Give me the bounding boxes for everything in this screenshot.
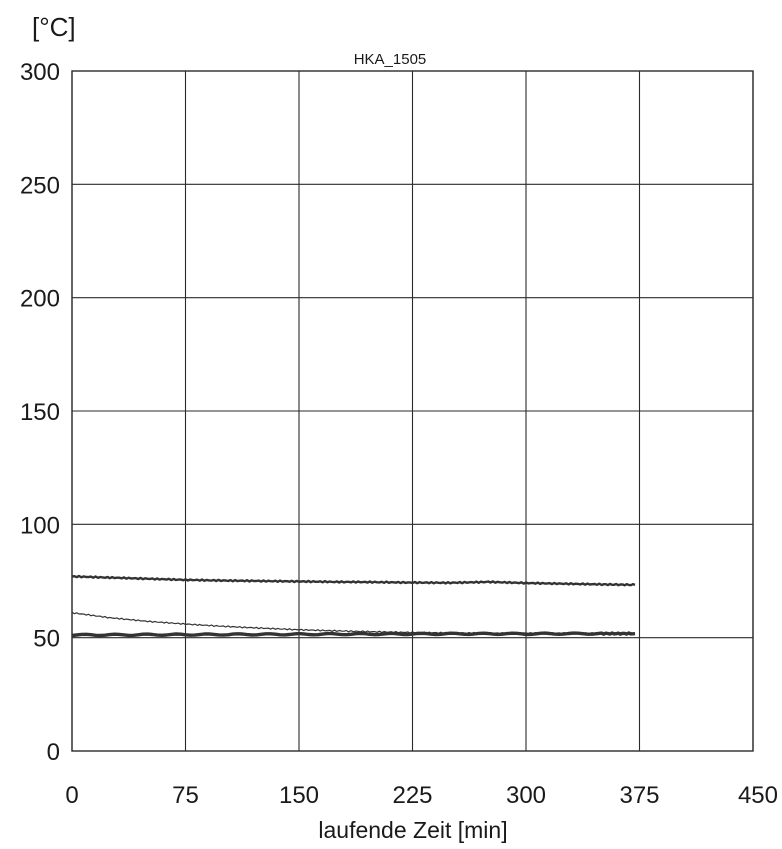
y-tick-label: 0 — [47, 739, 60, 766]
y-tick-label: 100 — [20, 512, 60, 539]
y-tick-label: 250 — [20, 172, 60, 199]
series-line-1 — [71, 574, 636, 587]
series-line-3 — [71, 631, 636, 638]
grid-lines — [71, 70, 754, 752]
y-axis-ticks: 0 50 100 150 200 250 300 — [20, 59, 60, 766]
x-axis-label: laufende Zeit [min] — [318, 817, 507, 843]
y-tick-label: 150 — [20, 399, 60, 426]
y-tick-label: 200 — [20, 286, 60, 313]
x-axis-ticks: 0 75 150 225 300 375 450 — [65, 782, 778, 809]
y-tick-label: 300 — [20, 59, 60, 86]
x-tick-label: 450 — [738, 782, 778, 809]
x-tick-label: 150 — [279, 782, 319, 809]
x-tick-label: 75 — [172, 782, 199, 809]
series-line-2 — [71, 611, 636, 635]
data-series — [71, 574, 636, 638]
x-tick-label: 375 — [619, 782, 659, 809]
x-tick-label: 300 — [506, 782, 546, 809]
chart-title: HKA_1505 — [354, 51, 427, 68]
x-tick-label: 225 — [392, 782, 432, 809]
y-tick-label: 50 — [33, 626, 60, 653]
y-axis-unit-label: [°C] — [32, 12, 76, 42]
plot-frame — [71, 70, 754, 752]
x-tick-label: 0 — [65, 782, 78, 809]
